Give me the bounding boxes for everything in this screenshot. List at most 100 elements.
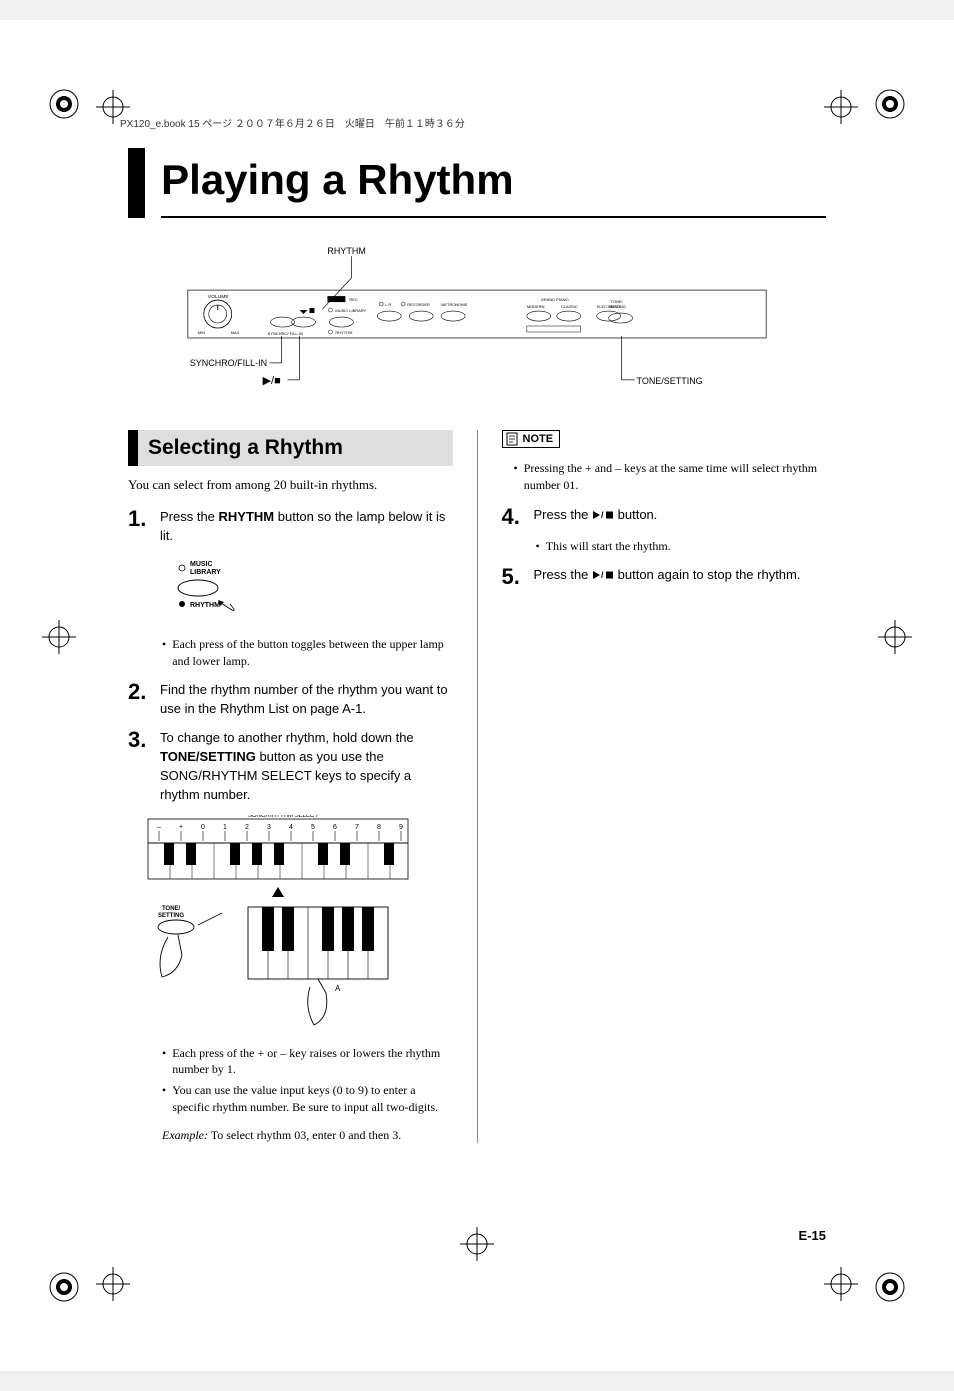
crosshair-icon <box>42 620 76 654</box>
svg-text:VOLUME: VOLUME <box>208 294 230 300</box>
crosshair-icon <box>824 1267 858 1301</box>
intro-text: You can select from among 20 built-in rh… <box>128 476 453 494</box>
svg-text:MUSIC: MUSIC <box>190 561 213 568</box>
crosshair-icon <box>824 90 858 124</box>
svg-text:SONG/RHYTHM SELECT: SONG/RHYTHM SELECT <box>248 815 318 819</box>
svg-text:MAX: MAX <box>231 330 240 335</box>
note-label-text: NOTE <box>523 433 554 445</box>
page-title: Playing a Rhythm <box>161 148 826 216</box>
svg-text:GRAND PIANO: GRAND PIANO <box>541 297 569 302</box>
title-bar-icon <box>128 148 145 218</box>
svg-text:SETTING: SETTING <box>609 304 626 309</box>
svg-text:0: 0 <box>201 824 205 831</box>
svg-text:1: 1 <box>223 824 227 831</box>
step-number: 2 <box>128 681 150 703</box>
step-text: button again to stop the rhythm. <box>614 567 800 582</box>
diagram-label-rhythm: RHYTHM <box>327 246 365 256</box>
step-text: Press the <box>160 509 219 524</box>
svg-text:REC: REC <box>349 297 358 302</box>
note-bullets: Pressing the + and – keys at the same ti… <box>514 460 827 494</box>
svg-text:2: 2 <box>245 824 249 831</box>
step-2: 2 Find the rhythm number of the rhythm y… <box>128 681 453 719</box>
svg-text:RECORDER: RECORDER <box>407 302 430 307</box>
step-body: Press the RHYTHM button so the lamp belo… <box>160 508 453 546</box>
step-3-bullets: Each press of the + or – key raises or l… <box>162 1045 453 1116</box>
step-number: 3 <box>128 729 150 751</box>
bullet-item: Each press of the + or – key raises or l… <box>162 1045 453 1079</box>
step-3: 3 To change to another rhythm, hold down… <box>128 729 453 804</box>
svg-text:3: 3 <box>267 824 271 831</box>
crosshair-icon <box>96 1267 130 1301</box>
play-stop-icon: / <box>592 507 614 526</box>
svg-text:5: 5 <box>311 824 315 831</box>
step-number: 5 <box>502 566 524 588</box>
registration-mark-icon <box>868 82 912 126</box>
step-bold: RHYTHM <box>219 509 275 524</box>
svg-text:CLASSIC: CLASSIC <box>561 304 578 309</box>
section-heading: Selecting a Rhythm <box>128 430 453 466</box>
registration-mark-icon <box>42 1265 86 1309</box>
svg-text:METRONOME: METRONOME <box>441 302 468 307</box>
bullet-item: This will start the rhythm. <box>536 538 827 555</box>
diagram-label-tonesetting: TONE/SETTING <box>637 376 703 386</box>
control-panel-diagram: RHYTHM SYNCHRO/FILL-IN ▶/■ TONE/SETTING <box>128 242 826 412</box>
svg-text:MUSIC LIBRARY: MUSIC LIBRARY <box>335 308 366 313</box>
bullet-item: Pressing the + and – keys at the same ti… <box>514 460 827 494</box>
svg-text:SYNCHRO/ FILL-IN: SYNCHRO/ FILL-IN <box>268 331 303 336</box>
registration-mark-icon <box>42 82 86 126</box>
step-number: 4 <box>502 506 524 528</box>
page-title-block: Playing a Rhythm <box>128 148 826 218</box>
svg-text:4: 4 <box>289 824 293 831</box>
rhythm-button-illustration: MUSIC LIBRARY RHYTHM <box>162 556 453 626</box>
svg-text:+: + <box>179 824 183 831</box>
svg-text:MODERN: MODERN <box>527 304 545 309</box>
example-line: Example: To select rhythm 03, enter 0 an… <box>162 1128 453 1143</box>
svg-text:6: 6 <box>333 824 337 831</box>
content-area: Playing a Rhythm RHYTHM SYNCHRO/FILL-IN … <box>128 148 826 1243</box>
svg-text:TONE/: TONE/ <box>162 906 181 912</box>
svg-text:LIBRARY: LIBRARY <box>190 569 221 576</box>
page-number: E-15 <box>799 1228 826 1243</box>
note-label: NOTE <box>502 430 561 448</box>
keyboard-illustration: SONG/RHYTHM SELECT –+ 01 23 45 67 89 <box>128 815 453 1035</box>
svg-text:/: / <box>601 570 604 580</box>
bullet-item: You can use the value input keys (0 to 9… <box>162 1082 453 1116</box>
manual-page: PX120_e.book 15 ページ ２００７年６月２６日 火曜日 午前１１時… <box>0 20 954 1371</box>
diagram-label-synchro: SYNCHRO/FILL-IN <box>190 358 267 368</box>
step-5: 5 Press the / button again to stop the r… <box>502 566 827 588</box>
svg-text:9: 9 <box>399 824 403 831</box>
example-text: To select rhythm 03, enter 0 and then 3. <box>208 1128 401 1142</box>
step-text: button. <box>614 507 657 522</box>
bullet-item: Each press of the button toggles between… <box>162 636 453 670</box>
step-number: 1 <box>128 508 150 530</box>
diagram-label-playstop: ▶/■ <box>263 375 281 387</box>
right-column: NOTE Pressing the + and – keys at the sa… <box>502 430 827 1143</box>
step-text: To change to another rhythm, hold down t… <box>160 730 414 745</box>
note-icon <box>505 432 519 446</box>
step-bold: TONE/SETTING <box>160 749 256 764</box>
svg-text:7: 7 <box>355 824 359 831</box>
step-4: 4 Press the / button. <box>502 506 827 528</box>
step-text: Press the <box>534 567 593 582</box>
registration-mark-icon <box>868 1265 912 1309</box>
step-body: To change to another rhythm, hold down t… <box>160 729 453 804</box>
step-text: Press the <box>534 507 593 522</box>
step-body: Press the / button. <box>534 506 827 526</box>
header-print-note: PX120_e.book 15 ページ ２００７年６月２６日 火曜日 午前１１時… <box>120 115 465 130</box>
body-columns: Selecting a Rhythm You can select from a… <box>128 430 826 1143</box>
step-body: Press the / button again to stop the rhy… <box>534 566 827 586</box>
column-divider <box>477 430 478 1143</box>
example-label: Example: <box>162 1128 208 1142</box>
svg-text:–: – <box>157 824 161 831</box>
step-body: Find the rhythm number of the rhythm you… <box>160 681 453 719</box>
play-stop-icon: / <box>592 567 614 586</box>
svg-text:SETTING: SETTING <box>158 913 184 919</box>
step-1-bullets: Each press of the button toggles between… <box>162 636 453 670</box>
left-column: Selecting a Rhythm You can select from a… <box>128 430 453 1143</box>
svg-text:A: A <box>335 984 341 993</box>
svg-text:RHYTHM: RHYTHM <box>335 330 352 335</box>
step-1: 1 Press the RHYTHM button so the lamp be… <box>128 508 453 546</box>
title-underline <box>161 216 826 218</box>
svg-text:/: / <box>601 510 604 520</box>
svg-text:L R: L R <box>385 302 391 307</box>
